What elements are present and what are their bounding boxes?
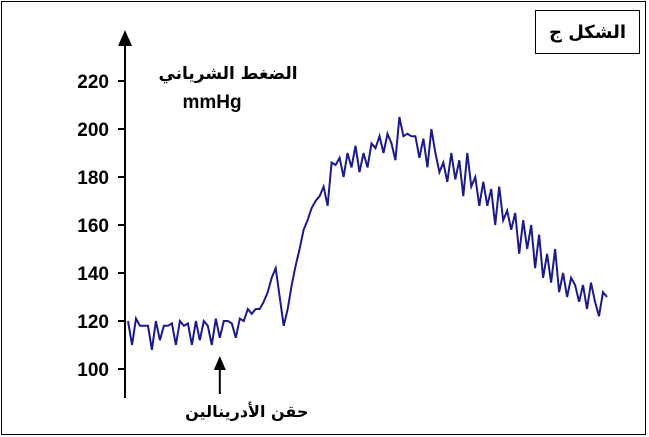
injection-arrowhead: [213, 356, 226, 370]
y-ticks: 100 120 140 160 180 200 220: [77, 72, 125, 381]
y-tick-label: 100: [77, 360, 109, 381]
y-axis-unit: mmHg: [182, 92, 241, 113]
y-tick-label: 200: [77, 120, 109, 141]
injection-label: حقن الأدرينالين: [185, 402, 308, 421]
series-line: [127, 116, 608, 350]
y-tick-label: 180: [77, 168, 109, 189]
y-axis-arrowhead: [118, 30, 132, 46]
figure-label: الشكل ج: [535, 10, 640, 54]
y-axis-label: الضغط الشرياني: [158, 64, 297, 84]
y-tick-label: 220: [77, 72, 109, 93]
y-tick-label: 160: [77, 216, 109, 237]
y-tick-label: 140: [77, 264, 109, 285]
y-tick-label: 120: [77, 312, 109, 333]
